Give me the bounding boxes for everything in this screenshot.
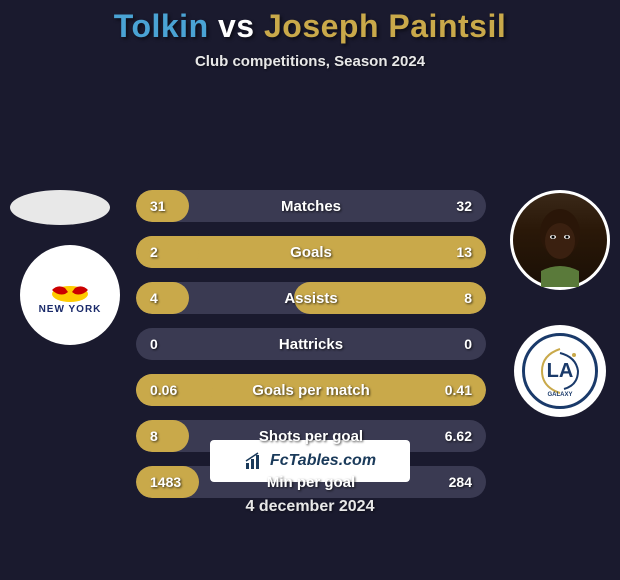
stat-label: Hattricks <box>136 328 486 360</box>
redbull-logo-icon: NEW YORK <box>39 276 102 315</box>
stat-label: Goals per match <box>136 374 486 406</box>
stat-label: Goals <box>136 236 486 268</box>
team-logo-right: LA GALAXY <box>514 325 606 417</box>
date-text: 4 december 2024 <box>0 498 620 516</box>
stat-row: 1483Min per goal284 <box>136 466 486 498</box>
stat-value-right: 0.41 <box>445 374 472 406</box>
subtitle: Club competitions, Season 2024 <box>0 53 620 70</box>
stat-label: Min per goal <box>136 466 486 498</box>
stat-value-right: 8 <box>464 282 472 314</box>
stat-value-right: 13 <box>456 236 472 268</box>
logo-right-text: LA <box>547 360 574 383</box>
stat-value-right: 0 <box>464 328 472 360</box>
title-left: Tolkin <box>114 8 209 44</box>
stat-row: 4Assists8 <box>136 282 486 314</box>
page-title: Tolkin vs Joseph Paintsil <box>0 0 620 45</box>
logo-right-sub: GALAXY <box>547 392 572 398</box>
player-right-avatar <box>510 190 610 290</box>
stat-value-right: 32 <box>456 190 472 222</box>
stat-row: 8Shots per goal6.62 <box>136 420 486 452</box>
logo-left-text: NEW YORK <box>39 304 102 315</box>
la-galaxy-logo-icon: LA GALAXY <box>522 333 598 409</box>
stat-row: 0.06Goals per match0.41 <box>136 374 486 406</box>
team-logo-left: NEW YORK <box>20 245 120 345</box>
stat-label: Assists <box>136 282 486 314</box>
stat-label: Matches <box>136 190 486 222</box>
stat-row: 0Hattricks0 <box>136 328 486 360</box>
stat-row: 2Goals13 <box>136 236 486 268</box>
avatar-icon <box>513 193 607 287</box>
title-vs: vs <box>218 8 264 44</box>
title-right: Joseph Paintsil <box>264 8 506 44</box>
stat-value-right: 6.62 <box>445 420 472 452</box>
stat-value-right: 284 <box>449 466 472 498</box>
player-left-placeholder <box>10 190 110 225</box>
stat-row: 31Matches32 <box>136 190 486 222</box>
stat-label: Shots per goal <box>136 420 486 452</box>
redbull-bulls-icon <box>40 276 100 304</box>
